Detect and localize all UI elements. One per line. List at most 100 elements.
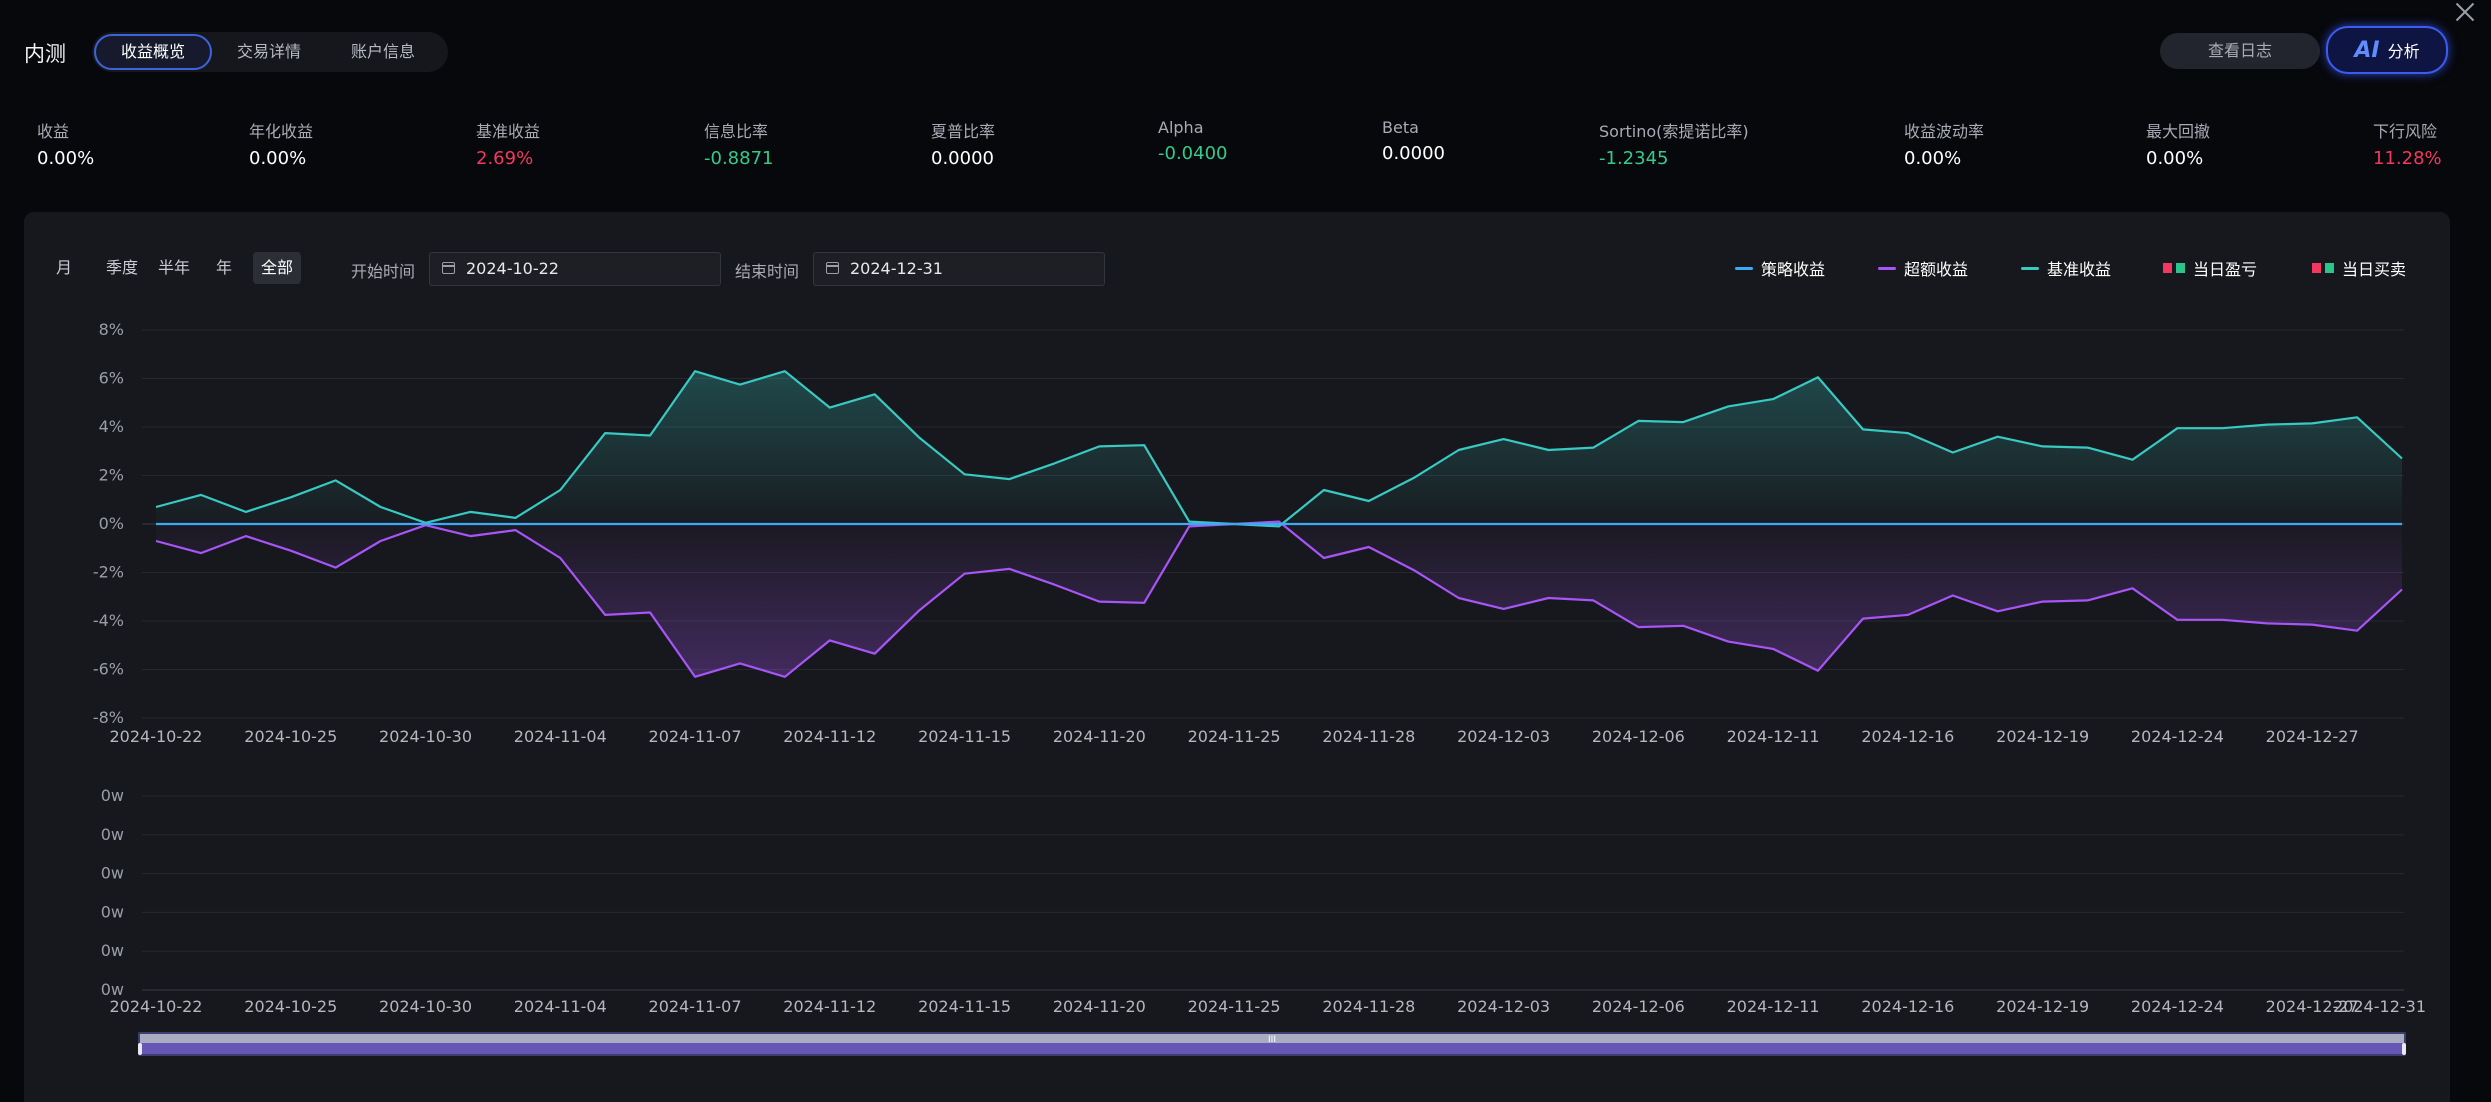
end-date-label: 结束时间 [735, 262, 800, 281]
legend-label: 超额收益 [1904, 260, 1969, 279]
end-date-value: 2024-12-31 [850, 259, 943, 278]
slider-handle-right[interactable] [2402, 1043, 2406, 1055]
slider-handle-left[interactable] [138, 1043, 142, 1055]
x-tick-label: 2024-12-03 [1457, 997, 1550, 1016]
legend-daily-pnl[interactable]: 当日盈亏 [2163, 258, 2258, 279]
series-line-超额收益 [155, 520, 2403, 678]
period-year[interactable]: 年 [216, 258, 233, 277]
x-tick-label: 2024-12-19 [1996, 727, 2089, 746]
metric-label: Beta [1382, 118, 1419, 137]
metric-label: 信息比率 [704, 122, 769, 141]
metric-label: 夏普比率 [931, 122, 996, 141]
brand-title: 内测 [24, 42, 66, 66]
metric-value: 0.00% [249, 148, 307, 169]
x-tick-label: 2024-11-28 [1322, 727, 1415, 746]
x-tick-label: 2024-12-16 [1861, 727, 1954, 746]
metric-annualized-return: 年化收益 0.00% [249, 118, 313, 169]
metric-value: -0.0400 [1158, 143, 1228, 164]
metric-benchmark-return: 基准收益 2.69% [476, 118, 540, 169]
slider-highlight [140, 1034, 2404, 1043]
metric-label: Alpha [1158, 118, 1204, 137]
x-tick-label: 2024-11-28 [1322, 997, 1415, 1016]
slider-grip-icon[interactable]: III [1268, 1035, 1276, 1045]
series-area-超额收益 [156, 521, 2402, 677]
legend-benchmark-return[interactable]: 基准收益 [2021, 258, 2111, 279]
tab-overview[interactable]: 收益概览 [94, 34, 212, 70]
metric-value: 0.00% [1904, 148, 1962, 169]
x-tick-label: 2024-10-22 [110, 727, 203, 746]
x-tick-label: 2024-11-20 [1053, 727, 1146, 746]
legend-strategy-return[interactable]: 策略收益 [1735, 258, 1825, 279]
start-date-input[interactable]: 2024-10-22 [429, 252, 721, 286]
metric-value: -1.2345 [1599, 148, 1669, 169]
y-tick-label: -8% [93, 708, 124, 727]
y-tick-label: 2% [99, 466, 124, 485]
x-tick-label: 2024-12-24 [2131, 727, 2224, 746]
x-tick-label: 2024-12-16 [1861, 997, 1954, 1016]
legend-label: 当日盈亏 [2193, 260, 2258, 279]
x-tick-label: 2024-11-20 [1053, 997, 1146, 1016]
series-area-基准收益 [156, 371, 2402, 527]
x-tick-label: 2024-12-03 [1457, 727, 1550, 746]
series-line-基准收益 [155, 370, 2403, 528]
metric-label: 收益 [37, 122, 70, 141]
y-tick-label: 0w [101, 980, 124, 999]
close-icon[interactable] [2452, 0, 2478, 26]
period-half-year[interactable]: 半年 [158, 258, 191, 277]
y-tick-label: 4% [99, 417, 124, 436]
x-tick-label: 2024-12-06 [1592, 997, 1685, 1016]
period-month[interactable]: 月 [56, 258, 73, 277]
metric-label: 下行风险 [2373, 122, 2438, 141]
legend-line-swatch [1735, 266, 1753, 270]
metric-label: 收益波动率 [1904, 122, 1985, 141]
x-tick-label: 2024-11-12 [783, 727, 876, 746]
y-tick-label: 8% [99, 320, 124, 339]
legend-line-swatch [1878, 266, 1896, 270]
charts-svg: 8%6%4%2%0%-2%-4%-6%-8%2024-10-22 2024-10-… [93, 320, 2426, 1056]
y-tick-label: 0w [101, 786, 124, 805]
x-tick-label: 2024-11-07 [649, 727, 742, 746]
zoom-slider[interactable]: III [138, 1032, 2406, 1056]
metric-return: 收益 0.00% [37, 118, 94, 169]
metric-value: 0.00% [37, 148, 95, 169]
x-tick-label: 2024-11-04 [514, 727, 607, 746]
legend-daily-trades[interactable]: 当日买卖 [2312, 258, 2406, 279]
legend-square-swatch [2163, 263, 2172, 273]
returns-line-chart: 8% 6% 4% 2% 0% -2% -4% -6% -8%2024-10-22 2024-10-… [93, 320, 2404, 746]
period-quarter[interactable]: 季度 [106, 258, 139, 277]
legend-square-swatch [2325, 263, 2334, 273]
x-tick-label: 2024-11-12 [783, 997, 876, 1016]
metric-sortino-ratio: Sortino(索提诺比率) -1.2345 [1599, 118, 1749, 169]
view-log-button[interactable]: 查看日志 [2160, 33, 2320, 69]
tab-account-info[interactable]: 账户信息 [350, 42, 415, 61]
legend-line-swatch [2021, 266, 2039, 270]
metrics-row: 收益 0.00% 年化收益 0.00% 基准收益 2.69% 信息比率 -0.8… [0, 118, 2491, 178]
period-all[interactable]: 全部 [253, 252, 302, 284]
x-tick-label: 2024-12-27 [2266, 727, 2359, 746]
ai-icon: AI [2354, 37, 2380, 63]
x-tick-label: 2024-10-30 [379, 997, 472, 1016]
x-tick-label: 2024-11-25 [1188, 997, 1281, 1016]
x-tick-label: 2024-12-27 [2266, 997, 2359, 1016]
tab-trade-details[interactable]: 交易详情 [236, 42, 301, 61]
y-tick-label: 0w [101, 825, 124, 844]
metric-value: 11.28% [2373, 148, 2442, 169]
y-tick-label: 0% [99, 514, 124, 533]
x-tick-label: 2024-12-11 [1727, 727, 1820, 746]
x-tick-label: 2024-11-25 [1188, 727, 1281, 746]
x-tick-label: 2024-11-04 [514, 997, 607, 1016]
metric-value: 0.0000 [931, 148, 994, 169]
metric-value: 0.00% [2146, 148, 2204, 169]
metric-downside-risk: 下行风险 11.28% [2373, 118, 2442, 169]
y-tick-label: -6% [93, 660, 124, 679]
metric-information-ratio: 信息比率 -0.8871 [704, 118, 773, 169]
legend-excess-return[interactable]: 超额收益 [1878, 258, 1969, 279]
end-date-input[interactable]: 2024-12-31 [813, 252, 1105, 286]
x-tick-label: 2024-12-19 [1996, 997, 2089, 1016]
x-tick-label: 2024-12-31 [2333, 997, 2426, 1016]
ai-analysis-button[interactable]: AI 分析 [2326, 26, 2448, 74]
x-tick-label: 2024-10-30 [379, 727, 472, 746]
x-tick-label: 2024-12-11 [1727, 997, 1820, 1016]
y-tick-label: 0w [101, 902, 124, 921]
x-tick-label: 2024-12-24 [2131, 997, 2224, 1016]
